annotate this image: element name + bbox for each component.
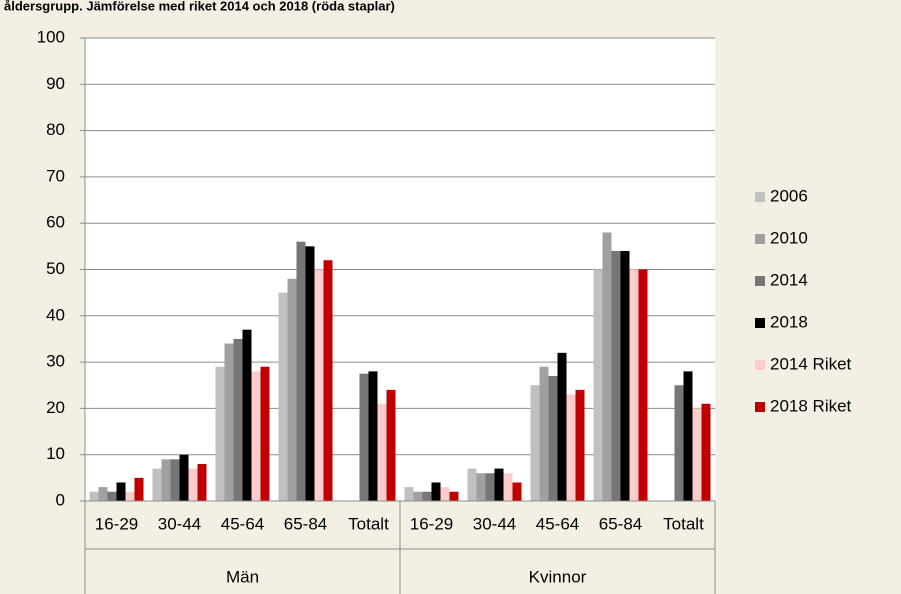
y-tick-label: 50 <box>46 259 65 278</box>
bar <box>188 468 198 501</box>
bar <box>359 373 369 501</box>
legend-swatch <box>755 276 765 286</box>
legend-label: 2018 <box>770 312 808 331</box>
bar <box>539 366 549 501</box>
y-tick-label: 0 <box>56 490 65 509</box>
bar <box>593 269 603 501</box>
bar <box>107 491 117 501</box>
x-tick-label: 16-29 <box>95 514 138 533</box>
legend-swatch <box>755 234 765 244</box>
y-tick-label: 60 <box>46 213 65 232</box>
bar <box>683 371 693 501</box>
bar <box>611 250 621 501</box>
y-tick-label: 10 <box>46 444 65 463</box>
legend-label: 2014 Riket <box>770 354 852 373</box>
y-tick-label: 100 <box>37 27 65 46</box>
bar <box>305 246 315 501</box>
bar <box>674 385 684 501</box>
bar <box>251 371 261 501</box>
bar <box>386 389 396 501</box>
bar <box>314 269 324 501</box>
bar <box>620 250 630 501</box>
x-tick-label: 45-64 <box>536 514 579 533</box>
bar <box>440 487 450 501</box>
x-tick-label: 65-84 <box>284 514 327 533</box>
bar <box>260 366 270 501</box>
legend-swatch <box>755 360 765 370</box>
y-tick-label: 90 <box>46 74 65 93</box>
bar <box>431 482 441 501</box>
bar <box>404 487 414 501</box>
bar <box>602 232 612 501</box>
x-tick-label: 30-44 <box>158 514 201 533</box>
bar <box>89 491 99 501</box>
legend-swatch <box>755 318 765 328</box>
bar <box>629 269 639 501</box>
bar <box>179 454 189 501</box>
chart-title: åldersgrupp. Jämförelse med riket 2014 o… <box>4 0 395 13</box>
bar <box>197 463 207 501</box>
bar <box>467 468 477 501</box>
bar <box>476 473 486 501</box>
bar <box>548 375 558 501</box>
bar <box>242 329 252 501</box>
y-tick-label: 80 <box>46 120 65 139</box>
bar <box>278 292 288 501</box>
bar <box>692 408 702 501</box>
bar <box>170 459 180 501</box>
x-tick-label: 30-44 <box>473 514 516 533</box>
bar <box>125 491 135 501</box>
legend-label: 2006 <box>770 186 808 205</box>
bar <box>134 477 144 501</box>
bar <box>215 366 225 501</box>
bar <box>530 385 540 501</box>
bar <box>449 491 459 501</box>
bar <box>296 241 306 501</box>
group-label: Kvinnor <box>529 567 587 586</box>
legend-label: 2010 <box>770 228 808 247</box>
bar <box>323 260 333 501</box>
y-tick-label: 30 <box>46 352 65 371</box>
bar <box>233 338 243 501</box>
x-tick-label: Totalt <box>663 514 704 533</box>
bar <box>152 468 162 501</box>
bar <box>485 473 495 501</box>
bar <box>503 473 513 501</box>
bar <box>494 468 504 501</box>
bar <box>512 482 522 501</box>
x-tick-label: Totalt <box>348 514 389 533</box>
bar <box>701 403 711 501</box>
bar <box>161 459 171 501</box>
legend-swatch <box>755 402 765 412</box>
bar <box>377 403 387 501</box>
legend-label: 2018 Riket <box>770 396 852 415</box>
x-tick-label: 65-84 <box>599 514 642 533</box>
y-tick-label: 70 <box>46 166 65 185</box>
bar <box>413 491 423 501</box>
bar <box>422 491 432 501</box>
bar <box>566 394 576 501</box>
bar <box>287 278 297 501</box>
group-label: Män <box>226 567 259 586</box>
x-tick-label: 16-29 <box>410 514 453 533</box>
x-tick-label: 45-64 <box>221 514 264 533</box>
legend-swatch <box>755 192 765 202</box>
bar <box>575 389 585 501</box>
y-tick-label: 40 <box>46 305 65 324</box>
bar <box>638 269 648 501</box>
bar <box>224 343 234 501</box>
y-tick-label: 20 <box>46 398 65 417</box>
legend-label: 2014 <box>770 270 808 289</box>
bar <box>557 352 567 501</box>
bar <box>98 487 108 501</box>
bar <box>368 371 378 501</box>
bar <box>116 482 126 501</box>
